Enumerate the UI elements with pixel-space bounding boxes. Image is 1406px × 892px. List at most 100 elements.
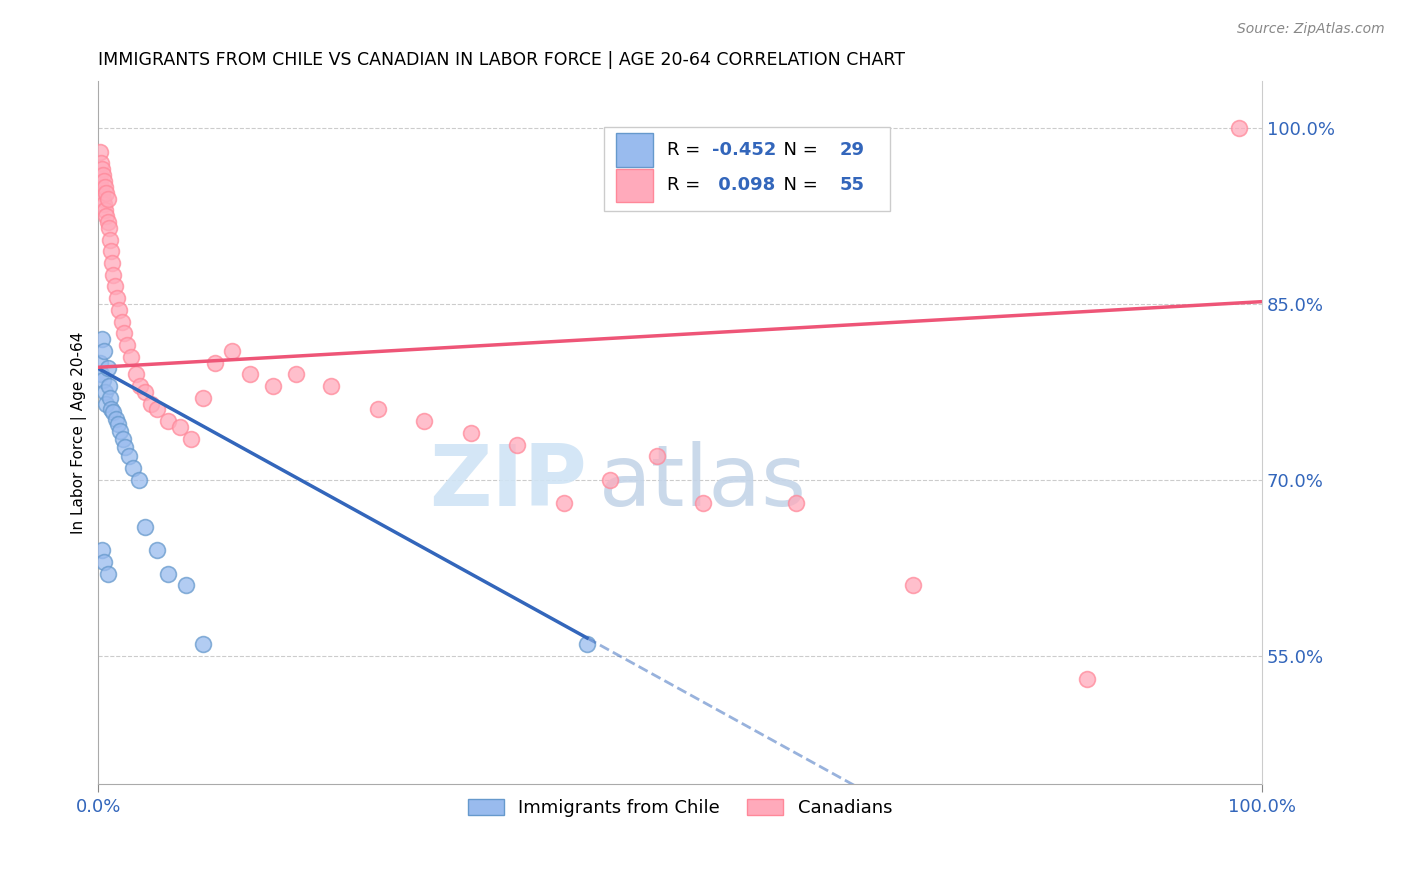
Point xyxy=(117,338,139,352)
Point xyxy=(114,440,136,454)
Point xyxy=(101,256,124,270)
Point xyxy=(645,450,668,464)
Point xyxy=(104,412,127,426)
Point xyxy=(90,543,112,558)
Point xyxy=(157,414,180,428)
Point xyxy=(93,343,115,358)
Text: N =: N = xyxy=(772,141,824,160)
Point xyxy=(98,233,121,247)
Text: 0.098: 0.098 xyxy=(711,177,775,194)
Point xyxy=(97,220,120,235)
Point xyxy=(221,343,243,358)
Point xyxy=(191,637,214,651)
Point xyxy=(901,578,924,592)
Point xyxy=(169,420,191,434)
Point xyxy=(319,379,342,393)
Point xyxy=(100,244,122,259)
Point xyxy=(103,405,125,419)
Point xyxy=(105,291,128,305)
Point xyxy=(111,432,134,446)
Point xyxy=(97,192,120,206)
Text: 55: 55 xyxy=(839,177,865,194)
Point xyxy=(367,402,389,417)
Point xyxy=(96,186,118,200)
Point xyxy=(94,203,117,218)
Point xyxy=(91,168,114,182)
Point xyxy=(93,555,115,569)
Point xyxy=(93,197,115,211)
Y-axis label: In Labor Force | Age 20-64: In Labor Force | Age 20-64 xyxy=(72,332,87,534)
Point xyxy=(112,326,135,341)
FancyBboxPatch shape xyxy=(616,134,654,167)
Point xyxy=(96,396,118,410)
Text: 29: 29 xyxy=(839,141,865,160)
Point xyxy=(100,402,122,417)
Point xyxy=(97,566,120,581)
Point xyxy=(506,437,529,451)
Point xyxy=(107,417,129,431)
Point xyxy=(90,156,112,170)
Point xyxy=(134,519,156,533)
Point xyxy=(134,384,156,399)
Point xyxy=(191,391,214,405)
Text: Source: ZipAtlas.com: Source: ZipAtlas.com xyxy=(1237,22,1385,37)
Point xyxy=(91,373,114,387)
Point xyxy=(90,162,112,177)
Point xyxy=(157,566,180,581)
Point xyxy=(89,168,111,182)
Text: ZIP: ZIP xyxy=(429,441,588,524)
FancyBboxPatch shape xyxy=(605,127,890,211)
Text: atlas: atlas xyxy=(599,441,807,524)
Point xyxy=(89,355,111,369)
Point xyxy=(599,473,621,487)
Point xyxy=(122,461,145,475)
Text: R =: R = xyxy=(668,177,706,194)
Point xyxy=(129,379,152,393)
Point xyxy=(90,368,112,382)
Point xyxy=(97,379,120,393)
Point xyxy=(89,145,111,159)
Point xyxy=(91,192,114,206)
Point xyxy=(103,268,125,282)
Point xyxy=(239,368,262,382)
FancyBboxPatch shape xyxy=(616,169,654,202)
Point xyxy=(180,432,202,446)
Point xyxy=(576,637,599,651)
Point xyxy=(124,368,146,382)
Legend: Immigrants from Chile, Canadians: Immigrants from Chile, Canadians xyxy=(461,792,900,824)
Point xyxy=(204,355,226,369)
Point xyxy=(90,186,112,200)
Point xyxy=(785,496,807,510)
Point xyxy=(553,496,575,510)
Point xyxy=(110,424,132,438)
Point xyxy=(413,414,436,428)
Point xyxy=(98,391,121,405)
Point xyxy=(111,315,134,329)
Point xyxy=(139,396,162,410)
Point xyxy=(262,379,284,393)
Point xyxy=(460,425,482,440)
Text: R =: R = xyxy=(668,141,706,160)
Point xyxy=(108,302,131,317)
Text: -0.452: -0.452 xyxy=(711,141,776,160)
Point xyxy=(104,279,127,293)
Text: IMMIGRANTS FROM CHILE VS CANADIAN IN LABOR FORCE | AGE 20-64 CORRELATION CHART: IMMIGRANTS FROM CHILE VS CANADIAN IN LAB… xyxy=(98,51,905,69)
Point xyxy=(145,402,167,417)
Point xyxy=(90,179,112,194)
Point xyxy=(285,368,308,382)
Point xyxy=(96,209,118,223)
Text: N =: N = xyxy=(772,177,824,194)
Point xyxy=(1227,121,1250,136)
Point xyxy=(97,215,120,229)
Point xyxy=(1076,672,1098,686)
Point xyxy=(120,350,142,364)
Point xyxy=(93,174,115,188)
Point xyxy=(145,543,167,558)
Point xyxy=(117,450,139,464)
Point xyxy=(692,496,714,510)
Point xyxy=(174,578,197,592)
Point xyxy=(94,384,117,399)
Point xyxy=(90,332,112,346)
Point xyxy=(128,473,150,487)
Point xyxy=(97,361,120,376)
